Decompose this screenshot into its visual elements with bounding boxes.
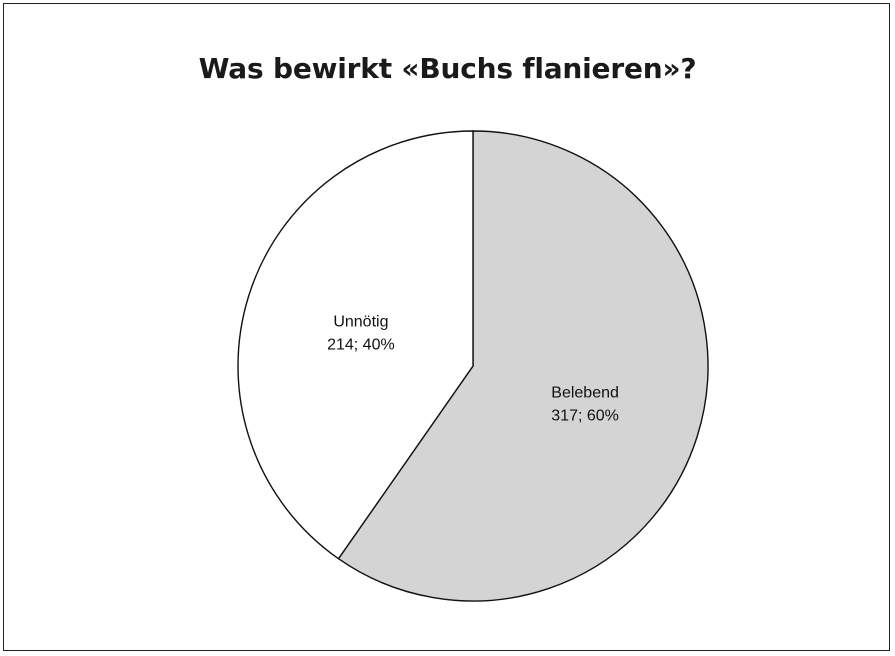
pie-labels: Belebend 317; 60% Unnötig 214; 40%	[327, 314, 619, 425]
pie-slices	[237, 130, 709, 602]
pie-label-name: Unnötig	[333, 314, 388, 331]
chart-title: Was bewirkt «Buchs flanieren»?	[198, 52, 697, 85]
pie-label-value: 317; 60%	[551, 407, 619, 424]
pie-slice-belebend	[337, 130, 709, 602]
pie-label-name: Belebend	[551, 384, 619, 401]
pie-slice-unn-tig	[237, 130, 474, 560]
pie-label-value: 214; 40%	[327, 337, 395, 354]
